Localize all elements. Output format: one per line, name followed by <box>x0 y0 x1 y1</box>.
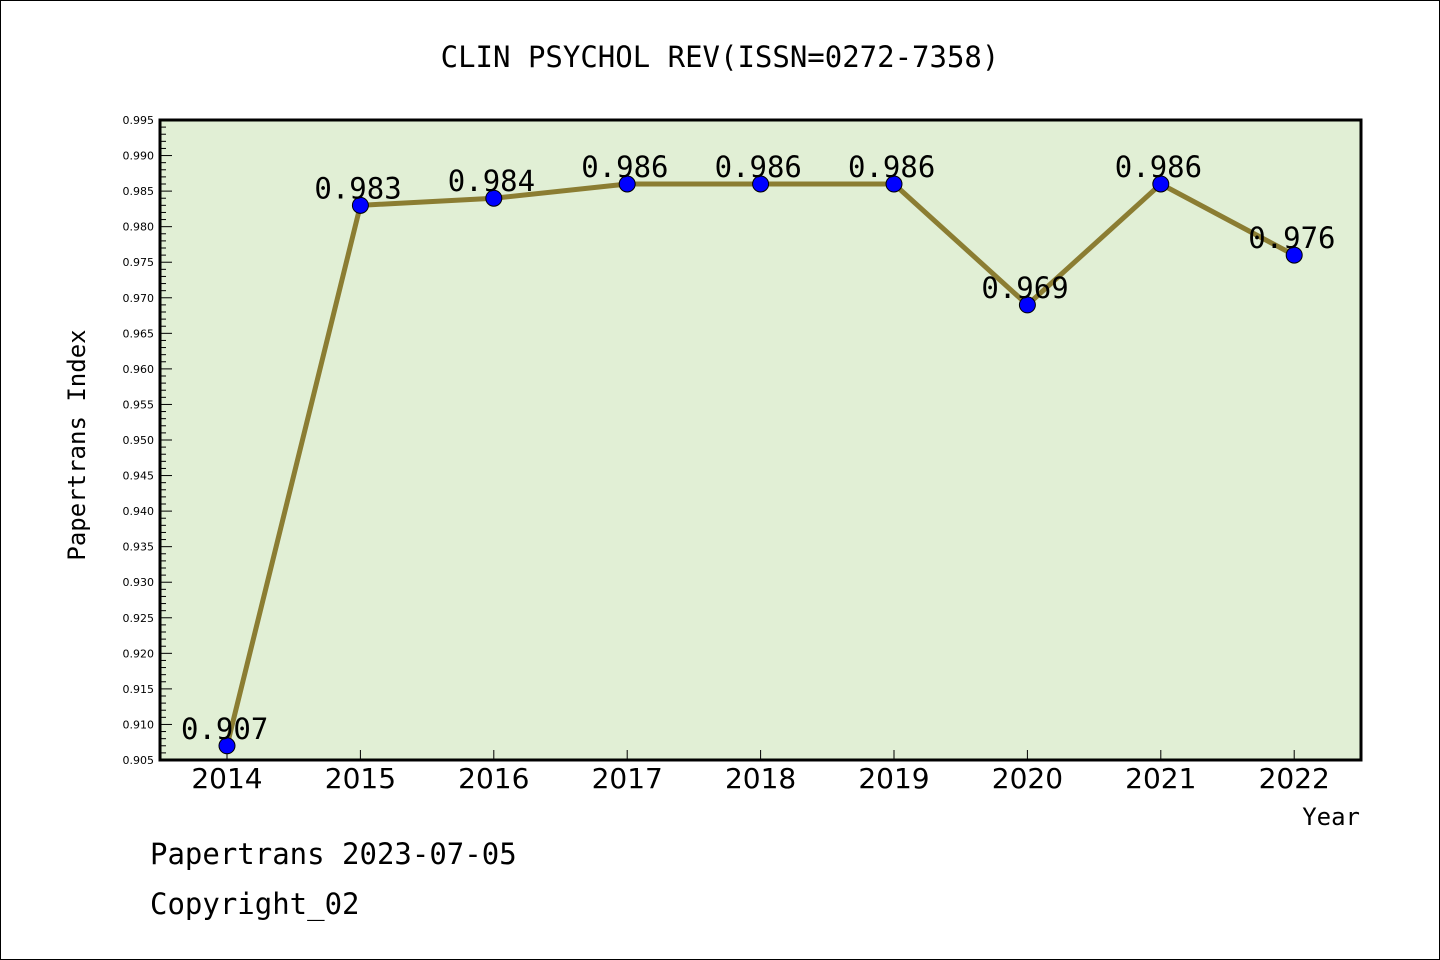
x-tick-label: 2019 <box>858 762 929 795</box>
y-tick-label: 0.915 <box>123 683 155 696</box>
x-tick-label: 2022 <box>1259 762 1330 795</box>
x-tick-label: 2015 <box>325 762 396 795</box>
y-tick-label: 0.955 <box>123 398 155 411</box>
y-tick-label: 0.935 <box>123 541 155 554</box>
data-label: 0.984 <box>448 164 535 198</box>
data-point <box>485 189 503 207</box>
data-label: 0.969 <box>981 271 1068 305</box>
data-point <box>1018 296 1036 314</box>
x-tick-label: 2020 <box>992 762 1063 795</box>
data-label: 0.907 <box>181 712 268 746</box>
y-tick-label: 0.960 <box>123 363 155 376</box>
data-label: 0.986 <box>581 150 668 184</box>
y-tick-label: 0.940 <box>123 505 155 518</box>
data-label: 0.986 <box>1115 150 1202 184</box>
data-point <box>351 196 369 214</box>
footer-date: Papertrans 2023-07-05 <box>150 837 517 871</box>
y-tick-label: 0.980 <box>123 221 155 234</box>
y-tick-label: 0.910 <box>123 718 155 731</box>
y-tick-label: 0.905 <box>123 754 155 767</box>
data-point <box>618 175 636 193</box>
x-tick-label: 2021 <box>1125 762 1196 795</box>
data-label: 0.976 <box>1248 221 1335 255</box>
data-point <box>885 175 903 193</box>
y-tick-label: 0.990 <box>123 150 155 163</box>
y-tick-label: 0.975 <box>123 256 155 269</box>
data-point <box>1152 175 1170 193</box>
x-tick-label: 2014 <box>191 762 262 795</box>
y-tick-label: 0.995 <box>123 114 155 127</box>
x-axis-label: Year <box>1302 803 1360 831</box>
y-tick-label: 0.925 <box>123 612 155 625</box>
y-axis-label: Papertrans Index <box>63 329 91 560</box>
data-point <box>218 737 236 755</box>
data-label: 0.983 <box>314 171 401 205</box>
data-point <box>752 175 770 193</box>
data-label: 0.986 <box>715 150 802 184</box>
x-tick-label: 2016 <box>458 762 529 795</box>
y-tick-label: 0.930 <box>123 576 155 589</box>
data-point <box>1285 246 1303 264</box>
y-axis: 0.905 0.910 0.915 0.920 0.925 0.930 0.935 0.940… <box>123 114 172 767</box>
footer-copyright: Copyright_02 <box>150 887 360 922</box>
data-label: 0.986 <box>848 150 935 184</box>
x-tick-label: 2017 <box>592 762 663 795</box>
y-tick-label: 0.970 <box>123 292 155 305</box>
x-tick-label: 2018 <box>725 762 796 795</box>
y-tick-label: 0.945 <box>123 470 155 483</box>
plot-area <box>158 118 1363 762</box>
y-tick-label: 0.920 <box>123 647 155 660</box>
data-labels: 0.907 0.983 0.984 0.986 0.986 0.986 0.969 0.986… <box>181 150 1336 746</box>
x-axis: 2014 2015 2016 2017 2018 2019 2020 2021 2022 <box>191 750 1330 795</box>
y-tick-label: 0.950 <box>123 434 155 447</box>
data-points <box>218 175 1303 755</box>
chart-title: CLIN PSYCHOL REV(ISSN=0272-7358) <box>441 40 1000 74</box>
y-tick-label: 0.985 <box>123 185 155 198</box>
y-tick-label: 0.965 <box>123 327 155 340</box>
